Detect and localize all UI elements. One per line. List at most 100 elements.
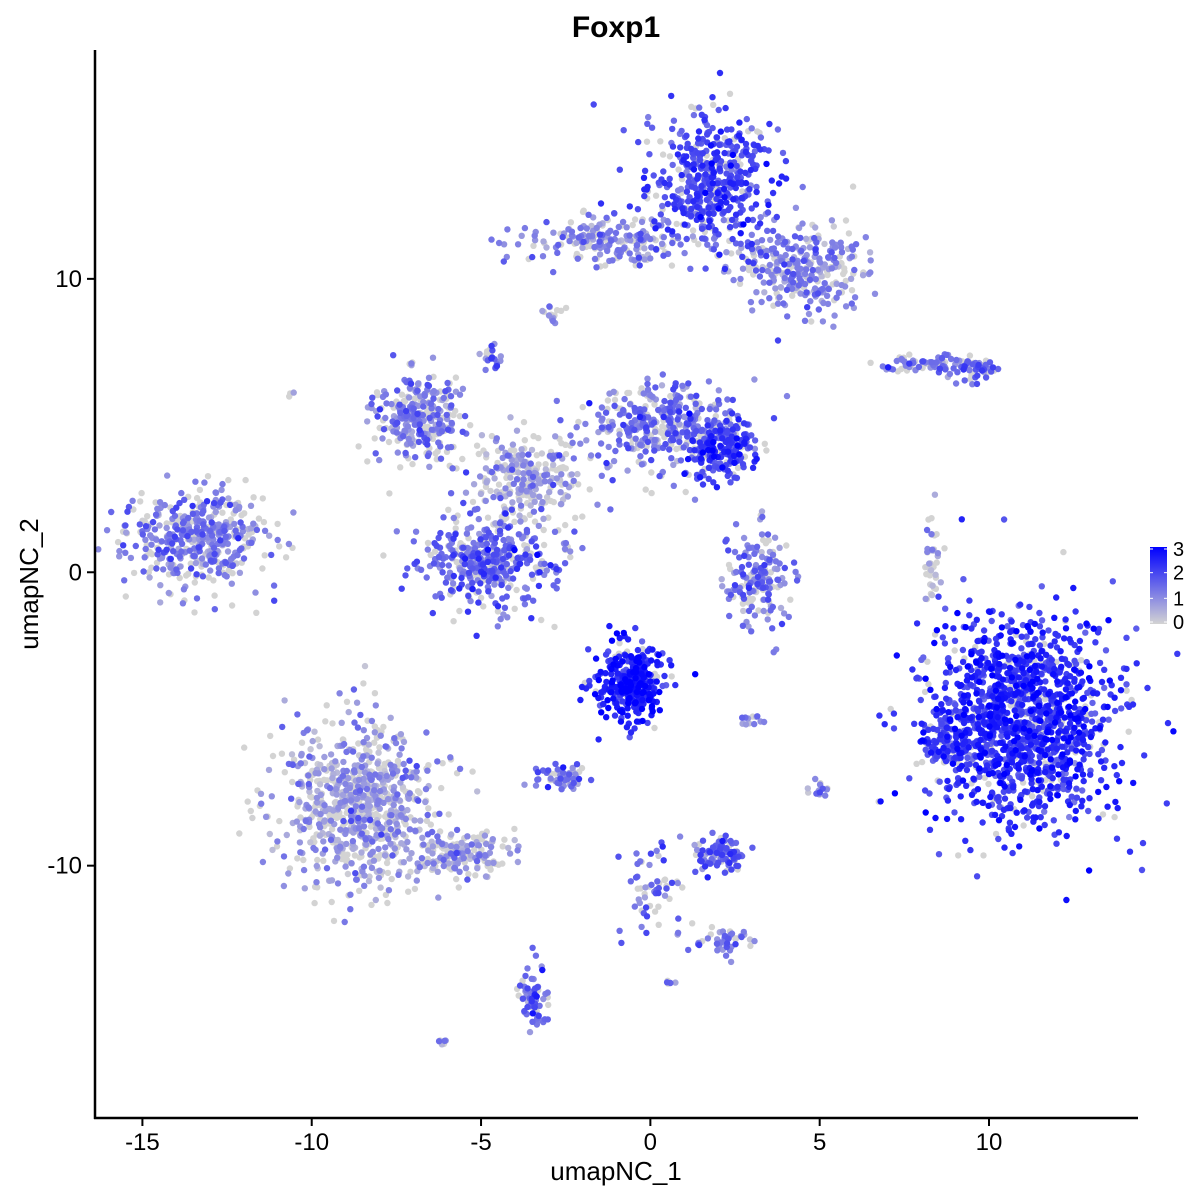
data-point xyxy=(611,402,618,409)
data-point xyxy=(297,814,304,821)
data-point xyxy=(409,460,416,468)
data-point xyxy=(763,247,771,255)
data-point xyxy=(643,138,651,145)
data-point xyxy=(759,266,766,274)
data-point xyxy=(394,449,401,456)
data-point xyxy=(925,680,932,688)
data-point xyxy=(468,524,475,531)
data-point xyxy=(767,236,774,244)
data-point xyxy=(255,515,263,522)
data-point xyxy=(108,508,115,516)
data-point xyxy=(379,825,386,832)
data-point xyxy=(544,989,551,996)
data-point xyxy=(1099,811,1107,818)
data-point xyxy=(471,506,479,513)
data-point xyxy=(719,583,726,590)
data-point xyxy=(686,173,693,180)
data-point xyxy=(918,656,925,663)
data-point xyxy=(825,254,832,261)
data-point xyxy=(712,406,720,413)
data-point xyxy=(289,761,296,769)
data-point xyxy=(679,884,686,891)
data-point xyxy=(270,582,278,589)
data-point xyxy=(651,428,659,435)
data-point xyxy=(920,358,927,365)
data-point xyxy=(390,801,397,809)
data-point xyxy=(638,218,646,226)
data-point xyxy=(294,855,301,862)
data-point xyxy=(751,437,759,444)
data-point xyxy=(207,527,214,535)
data-point xyxy=(484,514,492,521)
data-point xyxy=(503,560,510,568)
data-point xyxy=(509,499,516,506)
data-point xyxy=(769,227,777,235)
data-point xyxy=(153,536,160,543)
data-point xyxy=(372,896,379,904)
data-point xyxy=(426,414,433,422)
data-point xyxy=(210,544,218,551)
data-point xyxy=(343,748,350,756)
data-point xyxy=(736,280,744,287)
data-point xyxy=(410,405,417,412)
data-point xyxy=(439,561,446,569)
data-point xyxy=(473,857,481,865)
data-point xyxy=(591,243,598,251)
data-point xyxy=(520,462,527,469)
data-point xyxy=(936,778,943,785)
data-point xyxy=(437,529,444,537)
data-point xyxy=(605,424,612,431)
data-point xyxy=(191,553,198,560)
data-point xyxy=(620,406,627,414)
data-point xyxy=(718,576,725,583)
data-point xyxy=(631,903,638,910)
data-point xyxy=(494,608,502,615)
data-point xyxy=(694,150,702,157)
data-point xyxy=(462,489,470,496)
data-point xyxy=(326,784,334,792)
data-point xyxy=(799,183,806,191)
data-point xyxy=(1023,633,1030,640)
data-point xyxy=(568,228,576,235)
data-point xyxy=(526,1028,534,1036)
data-point xyxy=(782,238,789,246)
data-point xyxy=(424,436,431,443)
data-point xyxy=(147,532,154,539)
data-point xyxy=(698,235,706,242)
data-point xyxy=(330,917,338,925)
data-point xyxy=(648,489,655,497)
data-point xyxy=(401,427,408,434)
data-point xyxy=(849,183,857,190)
data-point xyxy=(403,846,410,853)
data-point xyxy=(772,285,779,292)
data-point xyxy=(545,767,552,774)
data-point xyxy=(769,625,776,632)
data-point xyxy=(670,436,677,444)
data-point xyxy=(456,765,464,772)
data-point xyxy=(265,766,273,774)
data-point xyxy=(514,554,521,562)
data-point xyxy=(347,891,354,898)
data-point xyxy=(670,386,677,393)
data-point xyxy=(144,513,151,520)
data-point xyxy=(530,597,537,604)
data-point xyxy=(281,769,288,776)
data-point xyxy=(225,476,232,484)
data-point xyxy=(423,574,430,581)
data-point xyxy=(356,787,364,794)
data-point xyxy=(699,837,707,844)
data-point xyxy=(543,244,550,251)
data-point xyxy=(612,447,619,455)
data-point xyxy=(539,307,546,315)
data-point xyxy=(474,865,481,872)
data-point xyxy=(313,879,320,886)
data-point xyxy=(156,522,163,529)
data-point xyxy=(768,271,775,278)
data-point xyxy=(1123,634,1130,641)
data-point xyxy=(382,743,389,750)
data-point xyxy=(274,536,281,544)
data-point xyxy=(985,780,992,788)
data-point xyxy=(598,424,606,431)
data-point xyxy=(298,739,306,746)
data-point xyxy=(1123,687,1130,694)
